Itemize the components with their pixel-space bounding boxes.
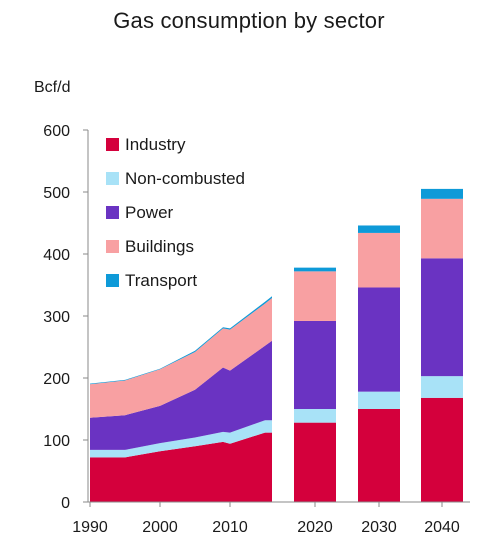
area-buildings xyxy=(90,298,272,418)
bar-2020-transport xyxy=(294,267,336,272)
legend: Industry Non-combusted Power Buildings Trans… xyxy=(106,135,245,290)
bar-2040-power xyxy=(421,258,463,377)
y-tick-label: 400 xyxy=(43,247,70,264)
legend-swatch-transport xyxy=(106,274,119,287)
bar-2020-power xyxy=(294,320,336,409)
x-tick-label: 2010 xyxy=(212,519,248,536)
bar-2040-transport xyxy=(421,188,463,199)
bar-2040-buildings xyxy=(421,198,463,259)
x-tick-label: 1990 xyxy=(72,519,108,536)
bar-2020-buildings xyxy=(294,271,336,321)
y-tick-label: 300 xyxy=(43,309,70,326)
projection-stacked-bars xyxy=(294,188,463,502)
bar-2020-non-combusted xyxy=(294,409,336,423)
x-tick-label: 2020 xyxy=(297,519,333,536)
legend-label-transport: Transport xyxy=(125,271,197,290)
legend-label-industry: Industry xyxy=(125,135,186,154)
chart-title: Gas consumption by sector xyxy=(113,8,385,33)
area-industry xyxy=(90,432,272,502)
bar-2030-non-combusted xyxy=(358,391,400,409)
x-tick-label: 2040 xyxy=(424,519,460,536)
legend-swatch-non-combusted xyxy=(106,172,119,185)
y-tick-label: 200 xyxy=(43,371,70,388)
x-tick-label: 2000 xyxy=(142,519,178,536)
axes: 0 100 200 300 400 500 600 1990 2000 2010 2020 2030 2… xyxy=(43,123,470,536)
legend-swatch-industry xyxy=(106,138,119,151)
y-tick-label: 0 xyxy=(61,495,70,512)
legend-swatch-power xyxy=(106,206,119,219)
y-tick-label: 600 xyxy=(43,123,70,140)
y-tick-label: 100 xyxy=(43,433,70,450)
bar-2040-non-combusted xyxy=(421,376,463,398)
bar-2030-industry xyxy=(358,409,400,502)
area-non-combusted xyxy=(90,420,272,458)
bar-2030-buildings xyxy=(358,232,400,288)
bar-2030-power xyxy=(358,287,400,392)
y-tick-label: 500 xyxy=(43,185,70,202)
legend-label-non-combusted: Non-combusted xyxy=(125,169,245,188)
y-axis-unit-label: Bcf/d xyxy=(34,79,71,96)
legend-label-power: Power xyxy=(125,203,174,222)
x-tick-label: 2030 xyxy=(361,519,397,536)
legend-swatch-buildings xyxy=(106,240,119,253)
bar-2030-transport xyxy=(358,225,400,233)
area-power xyxy=(90,340,272,450)
bar-2040-industry xyxy=(421,397,463,502)
bar-2020-industry xyxy=(294,422,336,502)
historical-stacked-areas xyxy=(90,296,272,502)
legend-label-buildings: Buildings xyxy=(125,237,194,256)
